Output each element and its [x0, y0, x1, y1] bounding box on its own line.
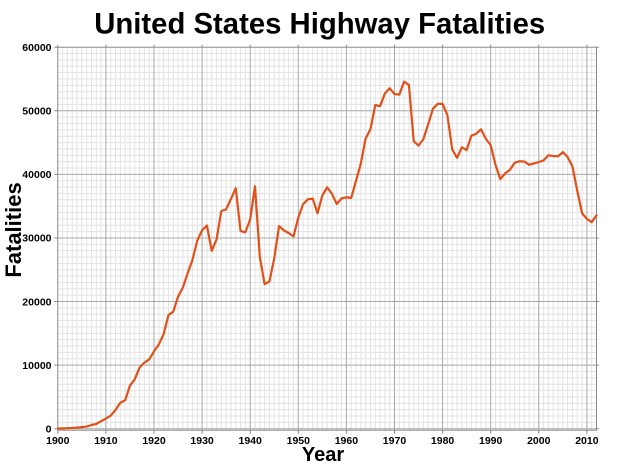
svg-text:1960: 1960 [335, 435, 359, 447]
svg-text:50000: 50000 [22, 106, 51, 118]
svg-text:1980: 1980 [431, 435, 455, 447]
svg-text:1940: 1940 [239, 435, 263, 447]
svg-text:1950: 1950 [287, 435, 311, 447]
svg-text:20000: 20000 [22, 296, 51, 308]
svg-text:30000: 30000 [22, 233, 51, 245]
svg-text:1970: 1970 [383, 435, 407, 447]
svg-text:Fatalities: Fatalities [1, 182, 26, 277]
svg-text:0: 0 [46, 423, 52, 435]
svg-text:1920: 1920 [142, 435, 166, 447]
svg-text:1990: 1990 [479, 435, 503, 447]
svg-text:2000: 2000 [527, 435, 551, 447]
svg-text:60000: 60000 [22, 42, 51, 54]
svg-text:1930: 1930 [190, 435, 214, 447]
svg-text:10000: 10000 [22, 360, 51, 372]
svg-text:Year: Year [302, 444, 344, 466]
svg-text:1900: 1900 [46, 435, 70, 447]
svg-text:United States Highway Fataliti: United States Highway Fatalities [94, 8, 545, 41]
svg-text:1910: 1910 [94, 435, 118, 447]
svg-text:40000: 40000 [22, 169, 51, 181]
svg-text:2010: 2010 [575, 435, 599, 447]
